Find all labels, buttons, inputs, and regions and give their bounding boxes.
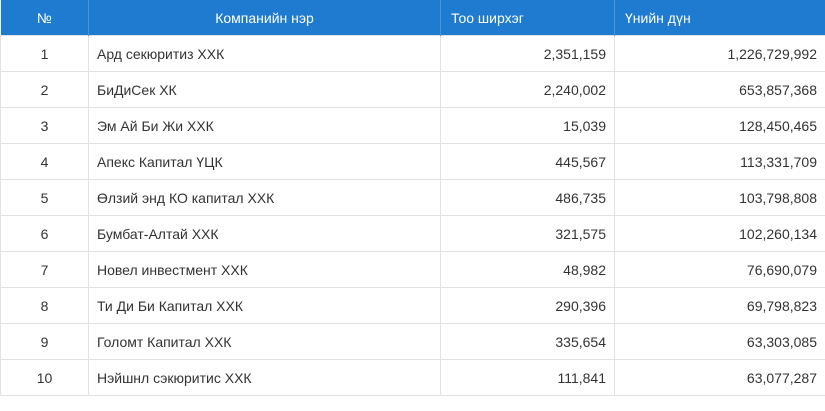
table-cell: Өлзий энд КО капитал ХХК bbox=[88, 179, 441, 216]
table-row: 5 Өлзий энд КО капитал ХХК 486,735 103,798,… bbox=[0, 179, 825, 216]
table-cell: Голомт Капитал ХХК bbox=[88, 323, 441, 360]
table-cell: Эм Ай Би Жи ХХК bbox=[88, 107, 441, 144]
table-cell: Апекс Капитал ҮЦК bbox=[88, 143, 441, 180]
table-cell: 128,450,465 bbox=[614, 107, 825, 144]
table-cell: 102,260,134 bbox=[614, 215, 825, 252]
table-row: 7 Новел инвестмент ХХК 48,982 76,690,079 bbox=[0, 251, 825, 288]
table-cell: 7 bbox=[0, 251, 89, 288]
table-cell: БиДиСек ХК bbox=[88, 71, 441, 108]
table-cell: 3 bbox=[0, 107, 89, 144]
table-cell: 103,798,808 bbox=[614, 179, 825, 216]
header-row: № Компанийн нэр Тоо ширхэг Үнийн дүн bbox=[0, 0, 825, 36]
header-cell: № bbox=[0, 0, 89, 36]
table-header: № Компанийн нэр Тоо ширхэг Үнийн дүн bbox=[0, 0, 825, 36]
table-cell: Бумбат-Алтай ХХК bbox=[88, 215, 441, 252]
table-cell: 5 bbox=[0, 179, 89, 216]
table-cell: Нэйшнл сэкюритис ХХК bbox=[88, 359, 441, 396]
header-cell: Тоо ширхэг bbox=[440, 0, 615, 36]
table-row: 8 Ти Ди Би Капитал ХХК 290,396 69,798,823 bbox=[0, 287, 825, 324]
table-cell: 2,351,159 bbox=[440, 35, 615, 72]
table-cell: 63,303,085 bbox=[614, 323, 825, 360]
table-cell: 69,798,823 bbox=[614, 287, 825, 324]
table-cell: 6 bbox=[0, 215, 89, 252]
table-row: 2 БиДиСек ХК 2,240,002 653,857,368 bbox=[0, 71, 825, 108]
table-cell: 2,240,002 bbox=[440, 71, 615, 108]
table-cell: 111,841 bbox=[440, 359, 615, 396]
table-cell: 1 bbox=[0, 35, 89, 72]
table-cell: 15,039 bbox=[440, 107, 615, 144]
table-cell: 113,331,709 bbox=[614, 143, 825, 180]
table-cell: 8 bbox=[0, 287, 89, 324]
table-row: 4 Апекс Капитал ҮЦК 445,567 113,331,709 bbox=[0, 143, 825, 180]
table-cell: 321,575 bbox=[440, 215, 615, 252]
table-cell: 335,654 bbox=[440, 323, 615, 360]
table-cell: Новел инвестмент ХХК bbox=[88, 251, 441, 288]
table-body: 1 Ард секюритиз ХХК 2,351,159 1,226,729,992… bbox=[0, 35, 825, 396]
header-cell: Компанийн нэр bbox=[88, 0, 441, 36]
table-cell: 63,077,287 bbox=[614, 359, 825, 396]
table-cell: 4 bbox=[0, 143, 89, 180]
table-cell: 290,396 bbox=[440, 287, 615, 324]
table-row: 9 Голомт Капитал ХХК 335,654 63,303,085 bbox=[0, 323, 825, 360]
table-row: 6 Бумбат-Алтай ХХК 321,575 102,260,134 bbox=[0, 215, 825, 252]
table-cell: 76,690,079 bbox=[614, 251, 825, 288]
table-row: 1 Ард секюритиз ХХК 2,351,159 1,226,729,992 bbox=[0, 35, 825, 72]
table-row: 3 Эм Ай Би Жи ХХК 15,039 128,450,465 bbox=[0, 107, 825, 144]
header-cell: Үнийн дүн bbox=[614, 0, 825, 36]
table-cell: 2 bbox=[0, 71, 89, 108]
table-cell: 48,982 bbox=[440, 251, 615, 288]
table-cell: Ти Ди Би Капитал ХХК bbox=[88, 287, 441, 324]
table-cell: Ард секюритиз ХХК bbox=[88, 35, 441, 72]
data-table: № Компанийн нэр Тоо ширхэг Үнийн дүн 1 Ард с… bbox=[0, 0, 825, 396]
table-cell: 486,735 bbox=[440, 179, 615, 216]
table-cell: 10 bbox=[0, 359, 89, 396]
table-cell: 653,857,368 bbox=[614, 71, 825, 108]
table-row: 10 Нэйшнл сэкюритис ХХК 111,841 63,077,287 bbox=[0, 359, 825, 396]
table-cell: 445,567 bbox=[440, 143, 615, 180]
table-cell: 9 bbox=[0, 323, 89, 360]
table-cell: 1,226,729,992 bbox=[614, 35, 825, 72]
